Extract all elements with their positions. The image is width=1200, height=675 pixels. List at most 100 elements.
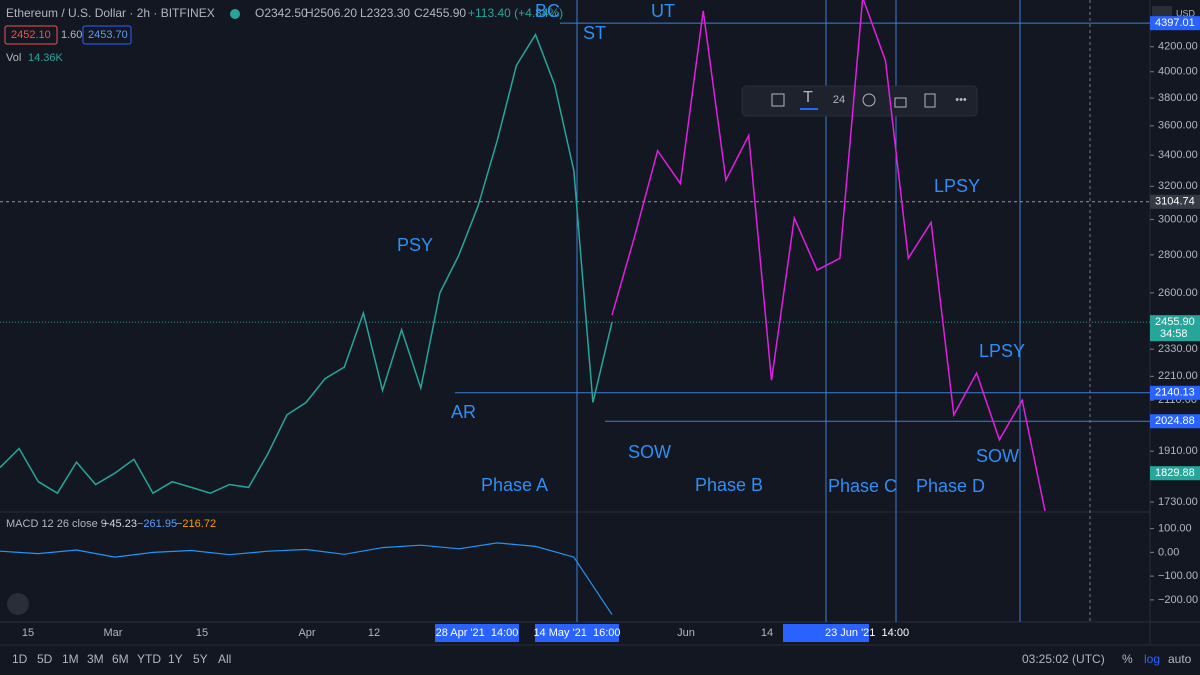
scale-button[interactable]: %	[1122, 652, 1133, 666]
timeframe-button[interactable]: 5D	[37, 652, 53, 666]
annotation: SOW	[628, 442, 671, 462]
x-crosshair-box	[535, 624, 619, 642]
x-tick-label: 15	[22, 627, 34, 639]
y-tick-label: 2800.00	[1158, 249, 1198, 261]
y-tick-label: 1730.00	[1158, 496, 1198, 508]
price-level-label: 2140.13	[1155, 387, 1195, 399]
template-icon[interactable]	[771, 93, 785, 107]
price-level-box	[1150, 385, 1200, 400]
macd-line	[0, 542, 613, 615]
y-tick-label: 2210.00	[1158, 370, 1198, 382]
volume-value: 14.36K	[28, 52, 64, 64]
delete-icon[interactable]	[924, 93, 936, 108]
annotation: Phase B	[695, 475, 763, 495]
price-level-label: 3104.74	[1155, 196, 1195, 208]
y-tick-label: 4000.00	[1158, 66, 1198, 78]
x-tick-label: 14	[761, 627, 773, 639]
y-tick-label: 3400.00	[1158, 149, 1198, 161]
x-tick-label: Mar	[104, 627, 123, 639]
currency: USD	[1176, 8, 1196, 18]
macd-reading: −45.23	[103, 518, 137, 530]
y-tick-label: 3200.00	[1158, 180, 1198, 192]
text-tool[interactable]: T	[803, 89, 813, 106]
y-tick-label: 4200.00	[1158, 41, 1198, 53]
scale-button[interactable]: auto	[1168, 652, 1192, 666]
x-tick-label: 23 Jun '21 14:00	[825, 627, 909, 639]
font-size[interactable]: 24	[833, 94, 845, 106]
ask: 2453.70	[88, 29, 128, 41]
timeframe-button[interactable]: 3M	[87, 652, 104, 666]
annotation: LPSY	[934, 176, 980, 196]
annotation: UT	[651, 1, 675, 21]
timeframe-button[interactable]: All	[218, 652, 231, 666]
annotation: Phase C	[828, 476, 897, 496]
x-tick-label: 14 May '21 16:00	[533, 627, 620, 639]
annotation: Phase A	[481, 475, 548, 495]
y-tick-label: 1910.00	[1158, 445, 1198, 457]
macd-reading: −261.95	[137, 518, 177, 530]
price-line	[0, 32, 613, 495]
price-level-label: 2024.88	[1155, 415, 1195, 427]
price-level-box	[1150, 194, 1200, 209]
price-level-box	[1150, 16, 1200, 31]
annotation: PSY	[397, 235, 433, 255]
ask-box[interactable]	[82, 25, 132, 45]
timeframe-button[interactable]: 1Y	[168, 652, 183, 666]
high: H2506.20	[305, 6, 357, 20]
change: +113.40 (+4.84%)	[468, 6, 563, 20]
annotation: BC	[535, 1, 560, 21]
price-level-label: 4397.01	[1155, 17, 1195, 29]
open: O2342.50	[255, 6, 308, 20]
price-level-label: 2455.90	[1155, 316, 1195, 328]
y-tick-label: 3600.00	[1158, 120, 1198, 132]
annotation: Phase D	[916, 476, 985, 496]
more-icon[interactable]: •••	[955, 94, 967, 106]
timeframe-button[interactable]: YTD	[137, 652, 161, 666]
y-tick-label: 3800.00	[1158, 92, 1198, 104]
price-level-box	[1150, 466, 1200, 481]
x-tick-label: 15	[196, 627, 208, 639]
timeframe-button[interactable]: 1M	[62, 652, 79, 666]
clock: 03:25:02 (UTC)	[1022, 652, 1105, 666]
y-tick-label: 2600.00	[1158, 287, 1198, 299]
close: C2455.90	[414, 6, 466, 20]
x-tick-label: 28 Apr '21 14:00	[436, 627, 519, 639]
y-tick-label: 2330.00	[1158, 343, 1198, 355]
annotation: AR	[451, 402, 476, 422]
countdown: 34:58	[1160, 328, 1188, 340]
status-dot	[230, 9, 240, 19]
symbol: Ethereum / U.S. Dollar · 2h · BITFINEX	[6, 6, 215, 20]
spread: 1.60	[61, 29, 82, 41]
x-crosshair-box	[783, 624, 869, 642]
logo	[7, 593, 29, 615]
low: L2323.30	[360, 6, 410, 20]
x-tick-label: 12	[368, 627, 380, 639]
macd-reading: −216.72	[176, 518, 216, 530]
scale-button[interactable]: log	[1144, 652, 1160, 666]
drawing-toolbar	[741, 85, 978, 117]
volume-label: Vol	[6, 52, 21, 64]
bid: 2452.10	[11, 29, 51, 41]
x-tick-label: Apr	[298, 627, 315, 639]
x-crosshair-box	[435, 624, 519, 642]
annotation: ST	[583, 23, 606, 43]
annotation: LPSY	[979, 341, 1025, 361]
macd-y-tick-label: −200.00	[1158, 594, 1198, 606]
annotation: SOW	[976, 446, 1019, 466]
price-level-box	[1150, 315, 1200, 342]
settings-icon[interactable]	[862, 93, 876, 107]
timeframe-button[interactable]: 1D	[12, 652, 28, 666]
x-tick-label: Jun	[677, 627, 695, 639]
projection-line	[611, 0, 1046, 512]
macd-y-tick-label: 0.00	[1158, 546, 1179, 558]
timeframe-button[interactable]: 6M	[112, 652, 129, 666]
macd-y-tick-label: 100.00	[1158, 523, 1192, 535]
lock-icon[interactable]	[894, 97, 907, 108]
bid-box[interactable]	[4, 25, 58, 45]
timeframe-button[interactable]: 5Y	[193, 652, 208, 666]
price-level-box	[1150, 414, 1200, 429]
macd-y-tick-label: −100.00	[1158, 570, 1198, 582]
